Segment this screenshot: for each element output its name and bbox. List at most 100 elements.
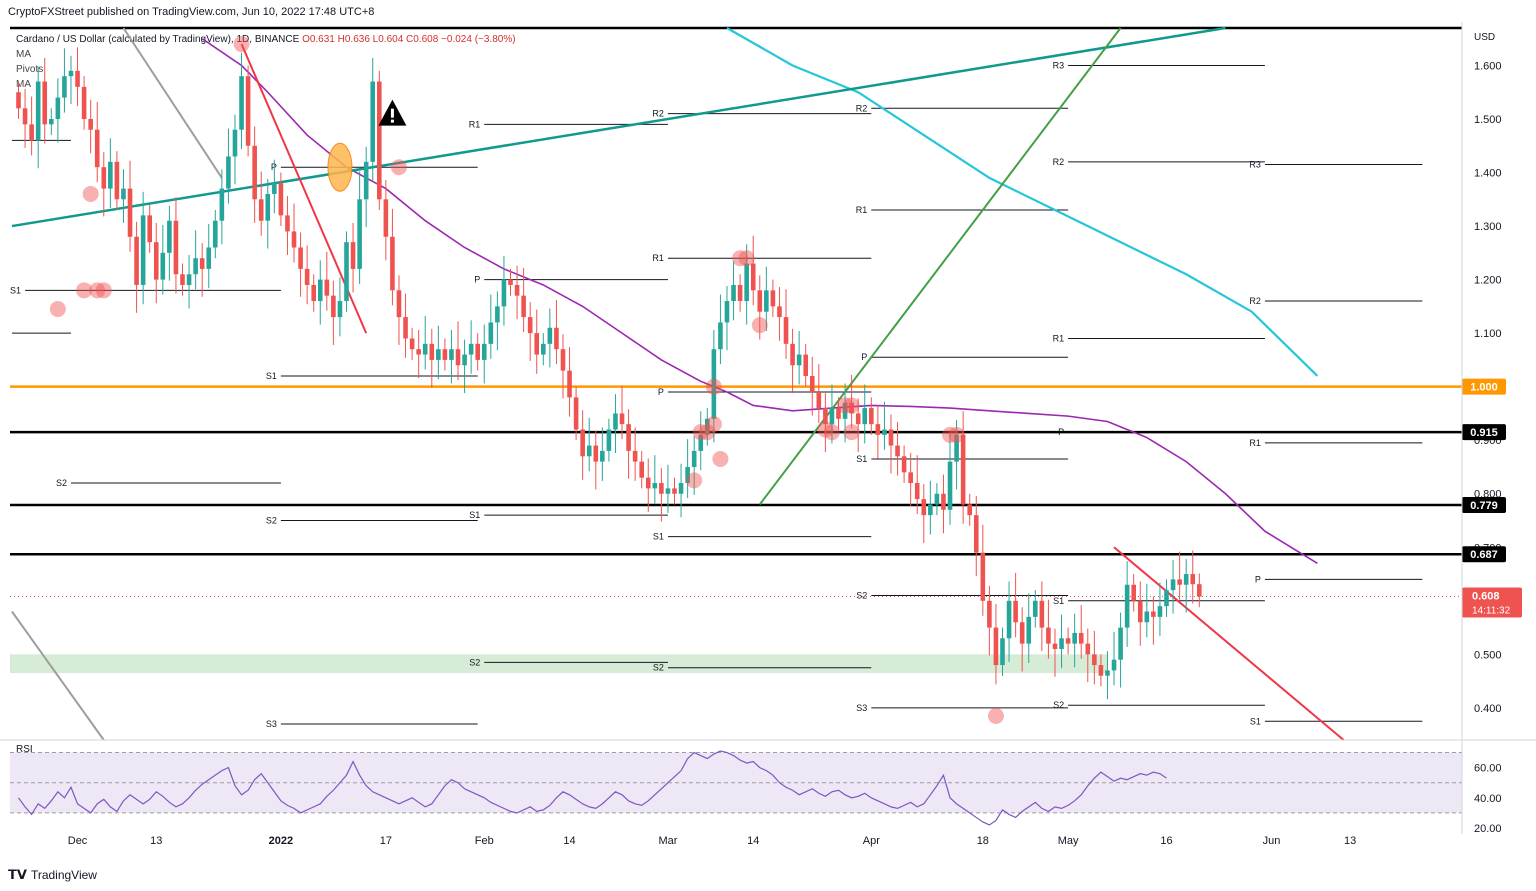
trendline — [11, 610, 105, 741]
pivot-label: S1 — [1053, 596, 1064, 606]
candle-body — [298, 247, 303, 269]
candle-body — [1033, 600, 1038, 617]
candle-body — [514, 284, 520, 296]
candle-body — [882, 429, 887, 435]
x-tick-label: 13 — [1344, 835, 1356, 847]
x-tick-label: May — [1058, 835, 1079, 847]
candle-body — [1092, 654, 1097, 666]
pivot-label: R3 — [1053, 60, 1065, 70]
candle-body — [908, 472, 913, 484]
highlight-marker — [95, 282, 112, 299]
candle-body — [81, 86, 87, 120]
legend-ma-2[interactable]: MA — [16, 79, 31, 90]
highlight-marker — [837, 397, 854, 414]
pivot-label: S3 — [856, 703, 867, 713]
candle-body — [1078, 632, 1084, 644]
candle-body — [42, 81, 48, 125]
highlight-marker — [76, 282, 93, 299]
trendline — [1113, 546, 1345, 741]
price-chart[interactable]: S1 S2 P S1 S2 S3 R1 P S1 S2 R2 R1 P S1 S2 R2 R1 P S1 S2 S3 R3… — [0, 22, 1536, 862]
candle-body — [737, 284, 743, 302]
pivot-label: S2 — [856, 590, 867, 600]
candle-body — [1144, 611, 1150, 623]
current-price-label: 0.608 — [1472, 591, 1500, 603]
level-badge — [1462, 496, 1506, 513]
candle-body — [993, 627, 999, 666]
candle-body — [160, 252, 166, 280]
pivot-label: S2 — [266, 516, 277, 526]
candle-body — [842, 402, 848, 419]
candle-body — [1000, 638, 1005, 666]
legend-pivots[interactable]: Pivots — [16, 64, 44, 75]
candle-body — [888, 429, 894, 446]
candle-body — [311, 284, 316, 302]
candle-body — [639, 461, 644, 478]
candle-body — [390, 236, 395, 291]
highlight-marker — [699, 424, 716, 441]
candle-body — [665, 488, 671, 494]
y-tick-label: 1.100 — [1474, 328, 1502, 340]
support-zone — [10, 654, 1108, 674]
candle-body — [449, 349, 454, 360]
pivot-label: R3 — [1249, 160, 1261, 170]
candle-body — [278, 183, 284, 216]
candle-body — [1124, 584, 1130, 628]
publish-info: CryptoFXStreet published on TradingView.… — [8, 6, 375, 18]
pivot-label: R1 — [856, 205, 868, 215]
candle-body — [304, 268, 310, 285]
brand-label[interactable]: TradingView — [30, 868, 97, 882]
trendlines — [11, 26, 1345, 741]
candle-body — [973, 515, 979, 553]
candle-body — [829, 408, 835, 425]
candle-body — [980, 552, 986, 601]
candle-body — [698, 434, 704, 451]
candle-body — [1170, 579, 1176, 591]
pivot-label: R1 — [469, 119, 481, 129]
ma-cyan-line — [726, 27, 1319, 377]
y-tick-label: 1.400 — [1474, 168, 1502, 180]
candle-body — [1157, 606, 1163, 617]
highlight-marker — [692, 424, 709, 441]
candle-body — [790, 343, 795, 366]
highlight-marker — [987, 707, 1004, 724]
candle-body — [691, 450, 697, 467]
candle-body — [554, 327, 559, 350]
candle-body — [764, 290, 769, 312]
highlight-marker — [705, 416, 722, 433]
footer: 𝗧𝗩 TradingView — [8, 867, 97, 883]
candle-body — [705, 418, 710, 435]
candle-body — [285, 215, 290, 232]
candle-body — [921, 499, 927, 516]
candle-body — [88, 119, 93, 130]
candle-body — [1065, 638, 1071, 644]
pivot-label: R2 — [856, 103, 868, 113]
pivot-label: S1 — [856, 454, 867, 464]
ohlc-values: O0.631 H0.636 L0.604 C0.608 −0.024 (−3.8… — [302, 34, 516, 45]
candle-body — [869, 408, 874, 425]
candle-body — [252, 145, 257, 200]
candle-body — [101, 167, 107, 189]
highlight-marker — [49, 301, 66, 318]
candle-body — [272, 183, 277, 194]
highlight-marker — [843, 397, 860, 414]
candle-body — [377, 81, 382, 200]
legend-ma-1[interactable]: MA — [16, 49, 31, 60]
candle-body — [1085, 643, 1091, 655]
candle-body — [521, 295, 526, 318]
candle-body — [1137, 600, 1143, 623]
candle-body — [1006, 600, 1012, 639]
time-axis: Dec 13 2022 17 Feb 14 Mar 14 Apr 18 May 16 Jun 13 — [68, 835, 1357, 847]
x-tick-label: Jun — [1263, 835, 1281, 847]
candle-body — [960, 434, 966, 505]
candle-body — [49, 119, 54, 125]
candle-body — [875, 424, 881, 435]
candle-body — [35, 81, 41, 141]
candle-body — [580, 429, 585, 457]
candle-body — [1019, 622, 1025, 644]
rsi-pane: RSI 60.00 40.00 20.00 — [0, 22, 1536, 835]
candle-body — [541, 343, 546, 355]
y-tick-label: 1.600 — [1474, 60, 1502, 72]
candle-body — [16, 92, 21, 109]
pivot-label: S1 — [10, 285, 21, 295]
candle-body — [199, 258, 205, 269]
